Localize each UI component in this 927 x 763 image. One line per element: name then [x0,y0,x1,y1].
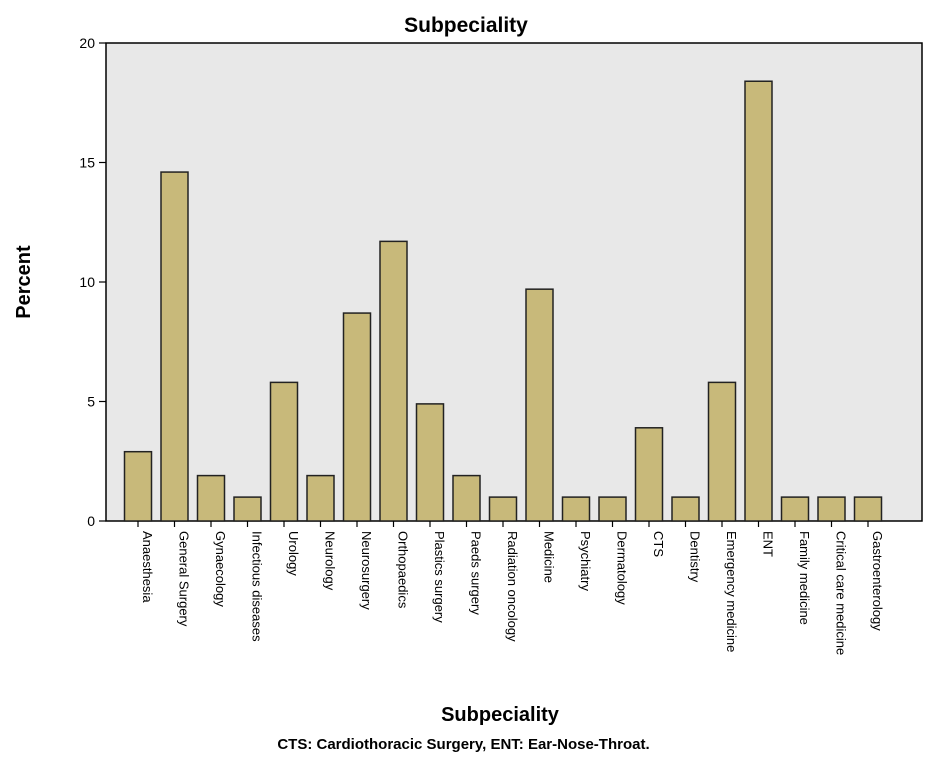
x-tick-label: Psychiatry [578,531,593,591]
bar [525,288,554,522]
bar [817,496,846,522]
bars [123,80,883,522]
bar [853,496,883,522]
x-tick-label: CTS [651,531,666,557]
bar [342,312,372,522]
bar [780,496,810,522]
x-tick-label: Neurosurgery [359,531,374,610]
bar [306,474,335,522]
bar [233,496,262,522]
bar [269,381,299,522]
x-tick-label: Radiation oncology [505,531,520,642]
y-tick-label: 10 [79,274,95,290]
x-axis: Anaesthesia General Surgery Gynaecology Inf… [137,521,885,655]
y-tick-label: 20 [79,35,95,51]
bar [744,80,773,522]
x-tick-label: Dentistry [688,531,703,583]
footnote: CTS: Cardiothoracic Surgery, ENT: Ear-No… [277,736,650,753]
bar [598,496,627,522]
x-tick-label: Gastroenterology [870,531,885,631]
bar [196,474,226,522]
y-tick-label: 0 [87,513,95,529]
x-tick-label: Anaesthesia [140,531,155,603]
bar [452,474,481,522]
bar [707,381,737,522]
y-tick-label: 5 [87,394,95,410]
y-axis-title: Percent [13,245,35,319]
x-tick-label: General Surgery [177,531,192,627]
x-tick-label: Emergency medicine [724,531,739,652]
bar [160,171,189,522]
x-tick-label: ENT [761,531,776,557]
chart-title: Subpeciality [404,14,528,37]
x-axis-title: Subpeciality [441,704,560,726]
bar [561,496,591,522]
y-tick-label: 15 [79,155,95,171]
bar [123,450,153,522]
y-axis: 0 5 10 15 20 [79,35,106,529]
bar [415,403,445,522]
x-tick-label: Medicine [542,531,557,583]
bar [488,496,518,522]
bar [671,496,700,522]
bar [379,240,408,522]
x-tick-label: Plastics surgery [432,531,447,623]
x-tick-label: Dermatology [615,531,630,605]
x-tick-label: Paeds surgery [469,531,484,615]
x-tick-label: Critical care medicine [834,531,849,655]
x-tick-label: Gynaecology [213,531,228,607]
x-tick-label: Orthopaedics [396,531,411,609]
x-tick-label: Neurology [323,531,338,591]
x-tick-label: Infectious diseases [250,531,265,642]
bar [634,427,664,522]
x-tick-label: Family medicine [797,531,812,625]
x-tick-label: Urology [286,531,301,576]
plot-area [105,42,923,522]
